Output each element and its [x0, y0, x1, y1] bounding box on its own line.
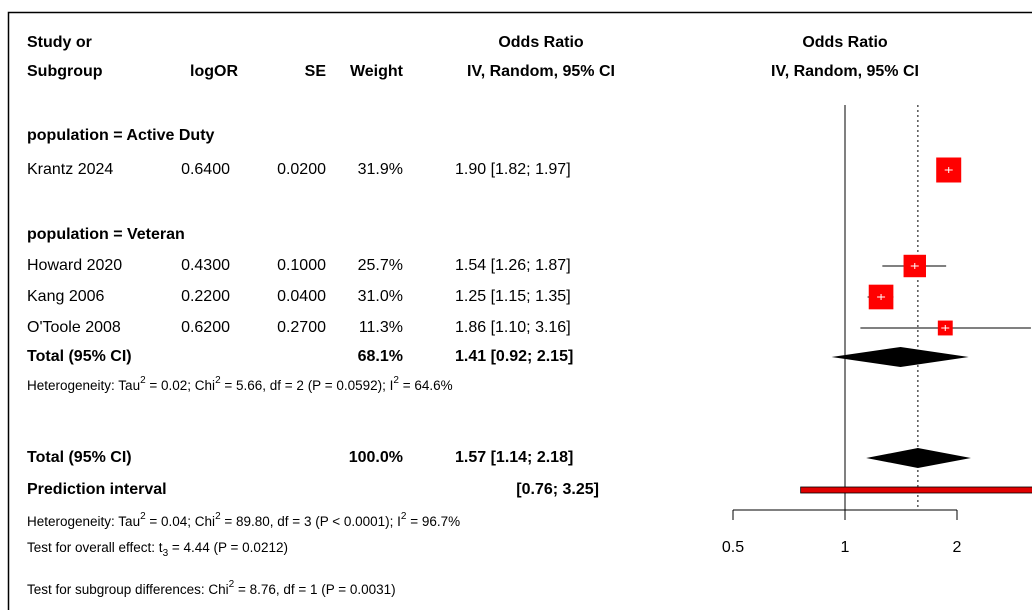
subgroup-label: population = Active Duty — [27, 127, 215, 144]
study-name: O'Toole 2008 — [27, 319, 121, 336]
prediction-name: Prediction interval — [27, 481, 167, 498]
ci: 1.90 [1.82; 1.97] — [455, 161, 571, 178]
ci: 1.25 [1.15; 1.35] — [455, 288, 571, 305]
ci: 1.86 [1.10; 3.16] — [455, 319, 571, 336]
se: 0.0400 — [277, 288, 326, 305]
subgroup-test-part: Test for subgroup differences: Chi — [27, 582, 229, 597]
subgroup-test: Test for subgroup differences: Chi2 = 8.… — [27, 579, 396, 597]
se: 0.0200 — [277, 161, 326, 178]
study-name: Krantz 2024 — [27, 161, 113, 178]
diamond — [831, 347, 969, 367]
study-name: Kang 2006 — [27, 288, 105, 305]
heterogeneity-part: Heterogeneity: Tau — [27, 514, 140, 529]
heterogeneity-part: = 5.66, df = 2 (P = 0.0592); I — [221, 378, 394, 393]
logor: 0.4300 — [181, 257, 230, 274]
diamond — [866, 448, 971, 468]
total-weight: 68.1% — [358, 348, 403, 365]
header: Subgroup — [27, 63, 103, 80]
total-name: Total (95% CI) — [27, 348, 132, 365]
weight: 31.0% — [358, 288, 403, 305]
prediction-bar — [800, 486, 1032, 494]
heterogeneity-part: 2 — [401, 511, 407, 522]
weight: 25.7% — [358, 257, 403, 274]
heterogeneity-part: 2 — [393, 375, 399, 386]
weight: 31.9% — [358, 161, 403, 178]
subgroup-test-part: = 8.76, df = 1 (P = 0.0031) — [234, 582, 396, 597]
logor: 0.6200 — [181, 319, 230, 336]
heterogeneity-part: = 89.80, df = 3 (P < 0.0001); I — [221, 514, 401, 529]
overall-test-part: Test for overall effect: t — [27, 540, 163, 555]
heterogeneity-part: 2 — [215, 511, 221, 522]
overall-test-part: 3 — [163, 548, 169, 559]
heterogeneity-part: = 96.7% — [406, 514, 460, 529]
header: Odds Ratio — [498, 34, 584, 51]
x-tick-label: 2 — [953, 539, 962, 556]
header: Weight — [350, 63, 404, 80]
x-tick-label: 0.5 — [722, 539, 744, 556]
total-name: Total (95% CI) — [27, 449, 132, 466]
total-ci: 1.57 [1.14; 2.18] — [455, 449, 573, 466]
heterogeneity-part: = 64.6% — [399, 378, 453, 393]
total-ci: 1.41 [0.92; 2.15] — [455, 348, 573, 365]
heterogeneity-part: 2 — [140, 375, 146, 386]
heterogeneity-part: Heterogeneity: Tau — [27, 378, 140, 393]
header: SE — [305, 63, 327, 80]
x-tick-label: 1 — [841, 539, 850, 556]
ci: 1.54 [1.26; 1.87] — [455, 257, 571, 274]
frame — [7, 11, 1032, 610]
total-weight: 100.0% — [349, 449, 403, 466]
heterogeneity-part: 2 — [140, 511, 146, 522]
prediction-ci: [0.76; 3.25] — [516, 481, 599, 498]
overall-test-part: = 4.44 (P = 0.0212) — [168, 540, 288, 555]
header: IV, Random, 95% CI — [467, 63, 615, 80]
heterogeneity: Heterogeneity: Tau2 = 0.04; Chi2 = 89.80… — [27, 511, 460, 529]
subgroup-label: population = Veteran — [27, 226, 185, 243]
logor: 0.2200 — [181, 288, 230, 305]
header: Study or — [27, 34, 92, 51]
header: logOR — [190, 63, 238, 80]
logor: 0.6400 — [181, 161, 230, 178]
se: 0.2700 — [277, 319, 326, 336]
header: IV, Random, 95% CI — [771, 63, 919, 80]
subgroup-test-part: 2 — [229, 579, 235, 590]
heterogeneity: Heterogeneity: Tau2 = 0.02; Chi2 = 5.66,… — [27, 375, 453, 393]
weight: 11.3% — [359, 319, 403, 336]
heterogeneity-part: = 0.04; Chi — [146, 514, 215, 529]
heterogeneity-part: 2 — [215, 375, 221, 386]
study-name: Howard 2020 — [27, 257, 122, 274]
se: 0.1000 — [277, 257, 326, 274]
overall-test: Test for overall effect: t3 = 4.44 (P = … — [27, 540, 288, 559]
heterogeneity-part: = 0.02; Chi — [146, 378, 215, 393]
header: Odds Ratio — [802, 34, 888, 51]
